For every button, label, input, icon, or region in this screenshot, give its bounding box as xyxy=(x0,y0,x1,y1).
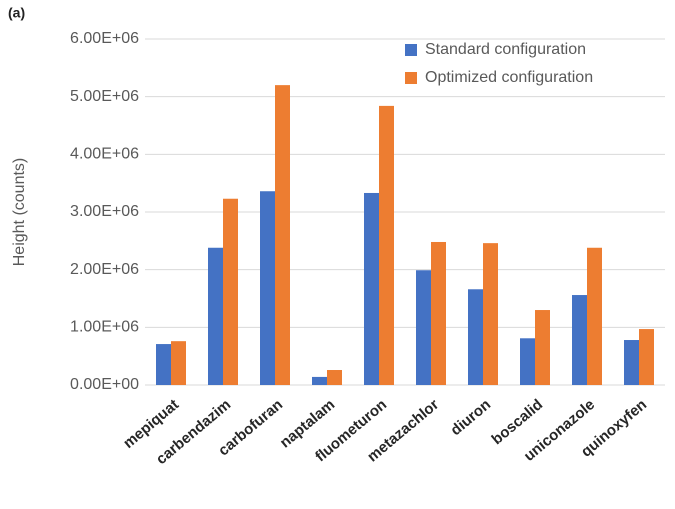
y-tick-label: 5.00E+06 xyxy=(70,88,139,105)
y-tick-label: 1.00E+06 xyxy=(70,319,139,336)
panel-label: (a) xyxy=(8,5,25,21)
bar xyxy=(275,85,290,385)
bar xyxy=(223,198,238,385)
bar xyxy=(468,289,483,385)
bar xyxy=(416,270,431,385)
legend-swatch xyxy=(405,44,417,56)
bar xyxy=(483,243,498,385)
bar xyxy=(208,247,223,385)
legend-swatch xyxy=(405,72,417,84)
bar xyxy=(364,192,379,385)
y-tick-label: 6.00E+06 xyxy=(70,30,139,47)
y-tick-label: 4.00E+06 xyxy=(70,146,139,163)
x-tick-label: diuron xyxy=(447,396,494,439)
y-axis-title: Height (counts) xyxy=(11,158,28,267)
bar xyxy=(535,310,550,385)
bar xyxy=(327,370,342,385)
bar xyxy=(431,241,446,385)
bar xyxy=(312,376,327,385)
bar xyxy=(260,191,275,385)
bar xyxy=(624,340,639,385)
bar xyxy=(379,105,394,385)
y-tick-label: 0.00E+00 xyxy=(70,376,139,393)
bar xyxy=(520,338,535,385)
bar xyxy=(171,341,186,385)
legend-label: Optimized configuration xyxy=(425,69,593,86)
legend-label: Standard configuration xyxy=(425,41,586,58)
bar xyxy=(639,329,654,385)
bar xyxy=(572,295,587,385)
bar xyxy=(156,344,171,385)
y-tick-label: 3.00E+06 xyxy=(70,203,139,220)
y-tick-label: 2.00E+06 xyxy=(70,261,139,278)
bar xyxy=(587,247,602,385)
